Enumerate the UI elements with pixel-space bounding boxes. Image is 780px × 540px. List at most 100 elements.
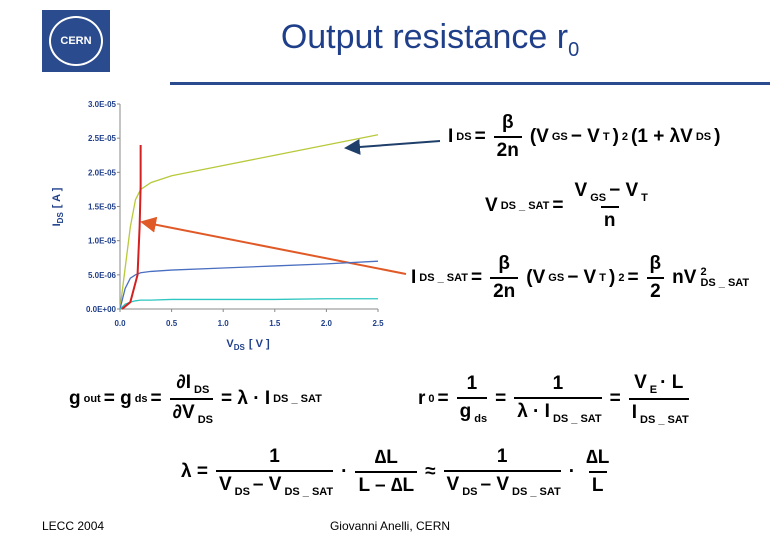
eq-text: β <box>501 112 514 133</box>
subscript: DS _ SAT <box>552 413 602 425</box>
numerator: β <box>495 253 513 277</box>
numerator: β <box>647 253 665 277</box>
arrow <box>344 138 441 155</box>
superscript: 2 <box>618 272 625 284</box>
eq-text: = <box>437 388 449 409</box>
eq-text: λ · I <box>517 401 550 422</box>
series-line <box>119 298 378 310</box>
eq-text: V <box>446 474 460 495</box>
eq-text: − V <box>609 180 639 201</box>
subscript: DS _ SAT <box>500 200 550 212</box>
denominator: 2n <box>490 277 519 303</box>
y-axis-label: IDS [ A ] <box>51 187 65 226</box>
eq-text: − V <box>567 267 597 288</box>
numerator: 1 <box>550 373 567 397</box>
subscript: DS _ SAT <box>284 486 334 498</box>
subscript: DS _ SAT <box>640 414 689 426</box>
subscript: T <box>602 131 610 143</box>
eq-text: ) <box>714 126 721 147</box>
eq-text: 2n <box>496 140 519 161</box>
eq-text: ∆L <box>586 447 610 468</box>
eq-text: β <box>498 253 510 274</box>
denominator: ∂V DS <box>169 398 213 426</box>
y-label-unit: [ A ] <box>51 187 63 208</box>
subscript: GS <box>590 192 607 204</box>
eq-text: λ = <box>181 461 208 482</box>
eq-text: – V <box>480 474 510 495</box>
logo-ring: CERN <box>49 16 103 66</box>
eq-text: V <box>218 474 232 495</box>
x-tick-label: 1.5 <box>269 319 281 328</box>
eq-text: nV <box>672 267 697 288</box>
eq-text: = <box>552 195 564 216</box>
eq-text: ) <box>612 126 619 147</box>
eq-text: L – ∆L <box>358 475 415 496</box>
subscript: ds <box>134 393 148 405</box>
denominator: I DS _ SAT <box>628 398 689 426</box>
numerator: V E · L <box>631 372 686 398</box>
y-tick-label: 3.0E-05 <box>88 100 117 109</box>
x-label-unit: [ V ] <box>249 338 270 350</box>
denominator: V DS – V DS _ SAT <box>443 470 561 498</box>
fraction: ∂I DS ∂V DS <box>169 372 213 426</box>
eq-text: I <box>631 402 638 423</box>
series-line <box>119 260 379 310</box>
y-label-text: I <box>51 223 63 226</box>
eq-text: = <box>470 267 483 288</box>
subscript: GS <box>551 131 568 143</box>
superscript: 2 <box>700 266 707 278</box>
eq-text: = <box>627 267 639 288</box>
subscript: DS _ SAT <box>419 272 468 284</box>
numerator: β <box>499 112 517 136</box>
numerator: ∆L <box>583 447 612 471</box>
eq-text: 2n <box>493 281 516 302</box>
y-tick-label: 0.0E+00 <box>86 305 117 314</box>
numerator: ∆L <box>372 447 401 471</box>
subscript: DS <box>456 131 472 143</box>
equation: I DS _ SAT = β 2n (V GS − V T) 2 = β 2 nV 2 DS _ SAT <box>408 253 749 303</box>
x-tick-label: 2.5 <box>372 319 384 328</box>
x-tick-label: 0.5 <box>166 319 178 328</box>
eq-text: V <box>574 180 588 201</box>
title-sub: 0 <box>568 38 580 61</box>
equation: λ = 1 V DS – V DS _ SAT · ∆L L – ∆L ≈1 V DS – V DS _ … <box>178 446 617 498</box>
eq-text: g <box>459 401 472 422</box>
x-tick-label: 0.0 <box>114 319 126 328</box>
subscript: DS <box>194 384 210 396</box>
eq-text: ∂V <box>172 402 195 423</box>
equation: I DS = β 2n (V GS − V T) 2 (1 + λV DS) <box>445 112 723 162</box>
eq-text: (V <box>529 126 549 147</box>
denominator: n <box>600 206 619 232</box>
fraction: 1 V DS – V DS _ SAT <box>215 446 334 498</box>
x-tick-label: 2.0 <box>321 319 333 328</box>
eq-text: I <box>448 126 454 147</box>
fraction: ∆L L <box>583 447 612 497</box>
numerator: 1 <box>266 446 283 470</box>
eq-text: – V <box>252 474 282 495</box>
y-label-sub: DS <box>56 212 65 224</box>
denominator: V DS – V DS _ SAT <box>215 470 334 498</box>
denominator: L <box>588 471 607 497</box>
numerator: 1 <box>494 446 511 470</box>
eq-text: · L <box>660 372 684 393</box>
eq-text: · <box>341 461 348 482</box>
fraction: ∆L L – ∆L <box>355 447 418 497</box>
eq-text: · <box>568 461 576 482</box>
subscript: DS _ SAT <box>512 486 561 498</box>
denominator: 2n <box>493 136 522 162</box>
eq-text: ∆L <box>374 447 398 468</box>
y-tick-label: 1.0E-05 <box>88 237 117 246</box>
y-tick-label: 1.5E-05 <box>88 203 117 212</box>
fraction: V E · L I DS _ SAT <box>628 372 689 426</box>
eq-text: 2 <box>650 281 661 302</box>
eq-text: = <box>474 126 486 147</box>
eq-text: n <box>603 210 616 231</box>
denominator: λ · I DS _ SAT <box>514 397 602 425</box>
title-text: Output resistance r <box>280 18 569 56</box>
eq-text: = λ · I <box>221 388 271 409</box>
